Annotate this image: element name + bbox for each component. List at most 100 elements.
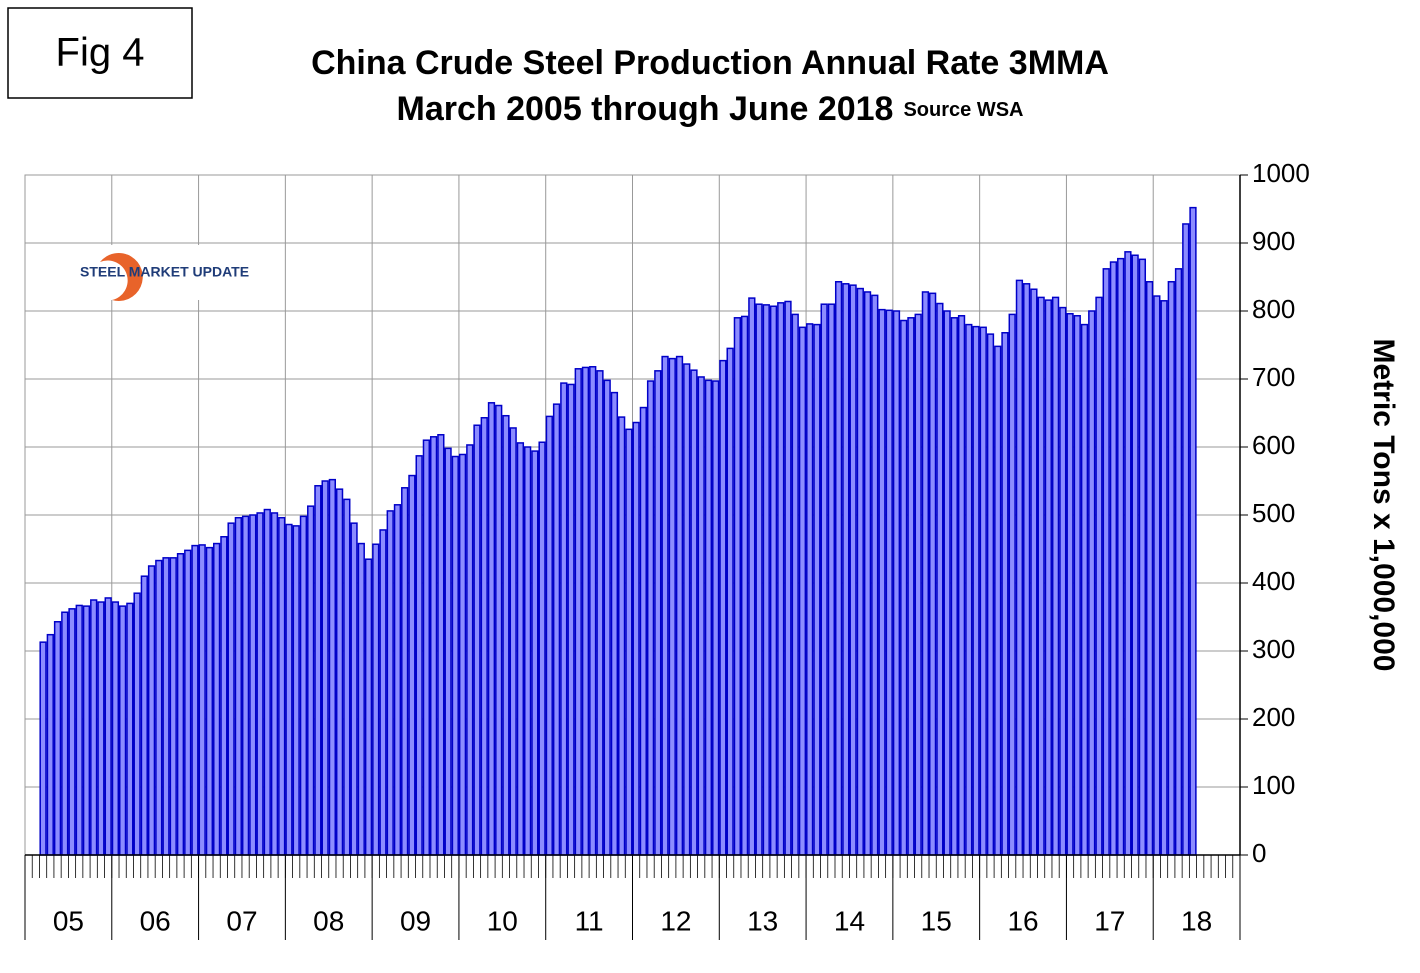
bar xyxy=(567,383,575,856)
bar xyxy=(364,558,373,856)
bar xyxy=(892,310,901,856)
bar xyxy=(639,406,647,856)
bar xyxy=(227,522,235,856)
bar xyxy=(1066,312,1074,856)
bar xyxy=(755,303,763,856)
bar xyxy=(126,602,134,856)
bar xyxy=(213,542,221,856)
bar xyxy=(46,633,54,856)
bar xyxy=(357,542,365,856)
bar xyxy=(762,304,770,856)
bar xyxy=(719,359,727,856)
chart-title: China Crude Steel Production Annual Rate… xyxy=(311,44,1109,82)
bar xyxy=(820,303,828,856)
bar xyxy=(1102,268,1110,856)
x-tick-label: 06 xyxy=(140,905,171,936)
bar xyxy=(198,544,206,856)
bar xyxy=(748,297,756,856)
bar xyxy=(596,370,604,856)
bar xyxy=(560,382,568,856)
y-tick-label: 700 xyxy=(1252,362,1295,392)
x-tick-label: 10 xyxy=(487,905,518,936)
bar xyxy=(777,302,785,856)
bar xyxy=(936,302,944,856)
bar xyxy=(625,428,633,856)
bar xyxy=(140,575,148,856)
bar xyxy=(1117,257,1125,856)
bar xyxy=(552,403,561,856)
bar xyxy=(307,505,315,856)
bar xyxy=(545,415,553,856)
bar xyxy=(1167,281,1175,856)
y-tick-label: 600 xyxy=(1252,430,1295,460)
bar xyxy=(791,313,799,856)
bar xyxy=(292,525,300,856)
logo: STEEL MARKET UPDATE xyxy=(80,264,249,280)
bar xyxy=(314,485,322,856)
bar xyxy=(733,317,742,856)
bar xyxy=(104,597,112,856)
bar xyxy=(191,544,199,856)
source: Source WSA xyxy=(903,99,1023,121)
chart-subtitle-line: March 2005 through June 2018 Source WSA xyxy=(397,90,1024,128)
bar xyxy=(769,305,778,856)
bar xyxy=(480,417,488,856)
bar xyxy=(849,284,857,856)
bar xyxy=(581,366,590,856)
bar xyxy=(1088,310,1096,856)
bar xyxy=(675,355,684,856)
bar xyxy=(1182,223,1190,856)
bar xyxy=(603,379,611,856)
bar xyxy=(335,488,344,856)
bar xyxy=(444,447,452,856)
bar xyxy=(538,441,546,856)
bar xyxy=(994,345,1002,856)
bar xyxy=(574,368,582,856)
x-tick-label: 15 xyxy=(921,905,952,936)
bar xyxy=(1037,296,1045,856)
bar xyxy=(943,310,951,856)
x-tick-label: 05 xyxy=(53,905,84,936)
bar xyxy=(863,291,872,856)
bar xyxy=(147,565,156,856)
bar xyxy=(979,326,987,856)
bar xyxy=(1160,300,1168,856)
bar xyxy=(1189,206,1197,856)
x-tick-label: 09 xyxy=(400,905,431,936)
chart-subtitle: March 2005 through June 2018 xyxy=(397,90,894,128)
y-tick-label: 0 xyxy=(1252,838,1266,868)
bar xyxy=(610,391,619,856)
bar xyxy=(343,498,351,856)
bar xyxy=(950,317,958,856)
x-tick-label: 13 xyxy=(747,905,778,936)
bar xyxy=(1001,332,1009,856)
y-tick-label: 100 xyxy=(1252,770,1295,800)
y-tick-label: 300 xyxy=(1252,634,1295,664)
bar xyxy=(1109,261,1118,856)
bar xyxy=(1023,283,1031,856)
bar xyxy=(270,512,279,856)
bar xyxy=(1153,295,1161,856)
bar xyxy=(1008,313,1016,856)
fig-box xyxy=(7,7,193,99)
bar xyxy=(220,536,228,856)
x-tick-label: 11 xyxy=(575,905,604,936)
bar xyxy=(133,592,141,856)
bar xyxy=(1080,323,1089,856)
x-tick-label: 16 xyxy=(1007,905,1038,936)
bar xyxy=(451,455,459,856)
bar xyxy=(900,319,908,856)
bar xyxy=(429,436,438,856)
bar xyxy=(1030,288,1038,856)
bar xyxy=(415,455,423,856)
bar xyxy=(111,601,120,856)
bar xyxy=(704,379,713,856)
bar xyxy=(784,300,792,856)
x-tick-label: 07 xyxy=(226,905,257,936)
bar xyxy=(986,333,995,856)
bar xyxy=(668,357,676,856)
bar xyxy=(654,370,662,856)
bar xyxy=(690,369,698,856)
bar xyxy=(878,308,886,856)
